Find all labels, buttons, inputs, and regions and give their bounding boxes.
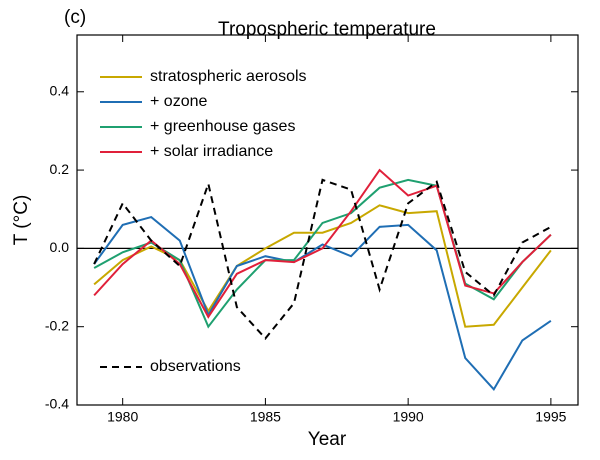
series-line [93,178,552,340]
x-tick-label: 1980 [107,409,138,425]
x-tick-label: 1995 [535,409,566,425]
y-tick-label: 0.2 [50,161,70,177]
y-tick-label: -0.2 [45,317,69,333]
y-axis-label: T (°C) [11,195,32,246]
x-axis-label: Year [308,429,347,450]
legend-label: + ozone [150,93,207,110]
y-tick-label: 0.0 [50,239,70,255]
y-tick-label: -0.4 [45,396,69,412]
series-line [93,215,552,392]
x-tick-label: 1985 [250,409,281,425]
chart-title: Tropospheric temperature [218,19,436,40]
series-line [93,178,552,329]
legend-label: + solar irradiance [150,143,273,160]
x-tick-label: 1990 [393,409,424,425]
legend-label: stratospheric aerosols [150,68,307,85]
y-tick-label: 0.4 [50,82,70,98]
legend-label: + greenhouse gases [150,118,295,135]
legend-label: observations [150,358,241,375]
panel-label: (c) [64,7,86,28]
plot-frame [76,34,579,406]
